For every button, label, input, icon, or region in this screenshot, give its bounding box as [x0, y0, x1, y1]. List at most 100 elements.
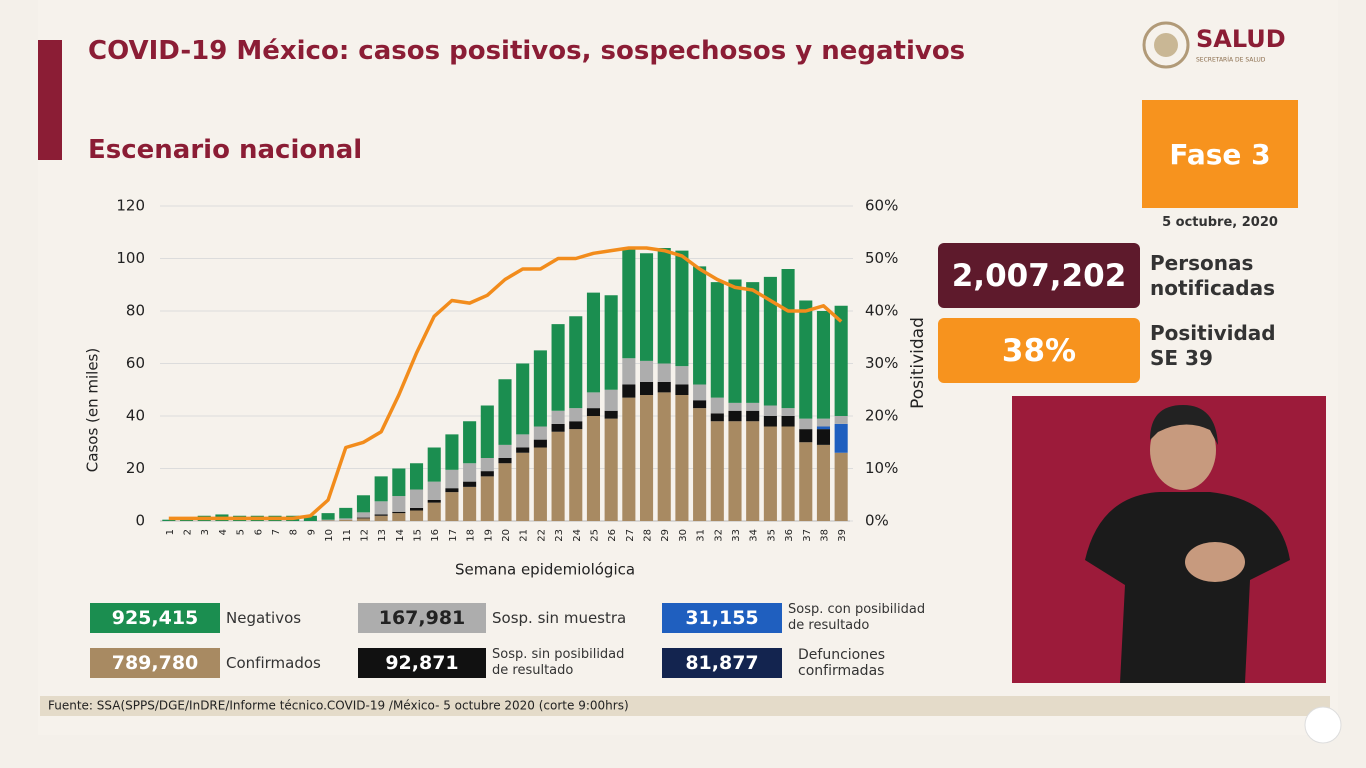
- bar-segment: [604, 418, 618, 521]
- bar-segment: [728, 279, 742, 403]
- bar-segment: [746, 282, 760, 403]
- bar-segment: [604, 410, 618, 419]
- bar-segment: [657, 392, 671, 521]
- bar-segment: [693, 408, 707, 521]
- x-tick-label: 30: [678, 529, 689, 542]
- x-tick-label: 5: [236, 529, 247, 535]
- bar-segment: [480, 458, 494, 472]
- bar-segment: [781, 269, 795, 409]
- bar-segment: [781, 416, 795, 427]
- footer-bar: [40, 696, 1330, 716]
- bar-segment: [533, 439, 547, 448]
- x-tick-label: 25: [589, 529, 600, 542]
- bar-segment: [480, 476, 494, 521]
- x-tick-label: 36: [784, 529, 795, 542]
- x-tick-label: 33: [731, 529, 742, 542]
- y-axis-label: Casos (en miles): [84, 348, 102, 472]
- x-tick-label: 7: [271, 529, 282, 535]
- bar-segment: [374, 514, 388, 516]
- x-tick-label: 6: [253, 529, 264, 535]
- x-tick-label: 20: [501, 529, 512, 542]
- bar-segment: [693, 400, 707, 409]
- bar-segment: [586, 408, 601, 416]
- x-tick-label: 8: [289, 529, 300, 535]
- x-tick-label: 17: [448, 529, 459, 542]
- chart: 0204060801001200%10%20%30%40%50%60%Casos…: [84, 197, 929, 579]
- bar-segment: [321, 513, 335, 520]
- gov-logo: [1304, 706, 1342, 744]
- x-tick-label: 2: [183, 529, 194, 535]
- bar-segment: [498, 444, 512, 458]
- x-axis-label: Semana epidemiológica: [455, 561, 635, 579]
- bar-segment: [763, 416, 777, 427]
- bar-segment: [569, 429, 583, 521]
- legend-label: Confirmados: [226, 654, 321, 672]
- x-tick-label: 32: [713, 529, 724, 542]
- bar-segment: [162, 519, 176, 521]
- notified-label: Personas notificadas: [1150, 251, 1276, 300]
- y2-tick-label: 60%: [865, 197, 898, 215]
- y-tick-label: 120: [116, 197, 145, 215]
- bar-segment: [463, 481, 477, 487]
- legend-label: Sosp. sin posibilidad de resultado: [492, 647, 625, 678]
- legend-label: Sosp. con posibilidad de resultado: [788, 602, 926, 633]
- x-tick-label: 26: [607, 529, 618, 542]
- bar-segment: [710, 397, 724, 414]
- bar-segment: [374, 515, 388, 521]
- bar-segment: [586, 416, 601, 521]
- x-tick-label: 34: [749, 529, 760, 542]
- emblem-center: [1154, 33, 1178, 57]
- bar-segment: [710, 421, 724, 521]
- bar-segment: [356, 495, 371, 513]
- bar-segment: [746, 410, 760, 422]
- phase-box: Fase 3: [1142, 100, 1298, 208]
- x-tick-label: 9: [306, 529, 317, 535]
- x-tick-label: 12: [359, 529, 370, 542]
- bar-segment: [763, 426, 777, 521]
- y-tick-label: 80: [126, 302, 145, 320]
- x-tick-label: 23: [554, 529, 565, 542]
- bar-segment: [639, 381, 654, 395]
- legend-swatch: 925,415: [90, 603, 220, 633]
- deaths-value: 81,877: [662, 648, 782, 678]
- bar-segment: [763, 405, 777, 416]
- x-tick-label: 10: [324, 529, 335, 542]
- bar-segment: [392, 513, 406, 521]
- line: [168, 246, 843, 521]
- x-tick-label: 35: [766, 529, 777, 542]
- bar-segment: [657, 248, 671, 364]
- bar-segment: [374, 476, 388, 502]
- bar-segment: [604, 389, 618, 411]
- x-tick-label: 1: [165, 529, 176, 535]
- bar-segment: [356, 517, 371, 519]
- y2-tick-label: 50%: [865, 249, 898, 267]
- y-tick-label: 20: [126, 459, 145, 477]
- bar-segment: [693, 384, 707, 401]
- bar-segment: [463, 421, 477, 464]
- bar-segment: [445, 488, 459, 493]
- bar-segment: [498, 463, 512, 521]
- legend-swatch: 789,780: [90, 648, 220, 678]
- bar-segment: [516, 363, 530, 435]
- bar-segment: [445, 492, 459, 521]
- bar-segment: [728, 402, 742, 411]
- bar-segment: [445, 434, 459, 470]
- bar-segment: [321, 520, 335, 521]
- date: 5 octubre, 2020: [1162, 215, 1278, 230]
- title-accent: [38, 40, 62, 160]
- bar-segment: [533, 426, 547, 440]
- bar-segment: [463, 486, 477, 521]
- bar-segment: [356, 518, 371, 521]
- bar-segment: [639, 360, 654, 382]
- title: COVID-19 México: casos positivos, sospec…: [88, 36, 966, 66]
- x-tick-label: 3: [200, 529, 211, 535]
- bar-segment: [816, 311, 831, 419]
- bar-segment: [834, 452, 848, 521]
- bar-segment: [409, 507, 424, 511]
- positivity-value: 38%: [938, 318, 1140, 383]
- x-tick-label: 18: [466, 529, 477, 542]
- bar-segment: [816, 444, 831, 521]
- bar-segment: [728, 410, 742, 422]
- x-tick-label: 21: [519, 529, 530, 542]
